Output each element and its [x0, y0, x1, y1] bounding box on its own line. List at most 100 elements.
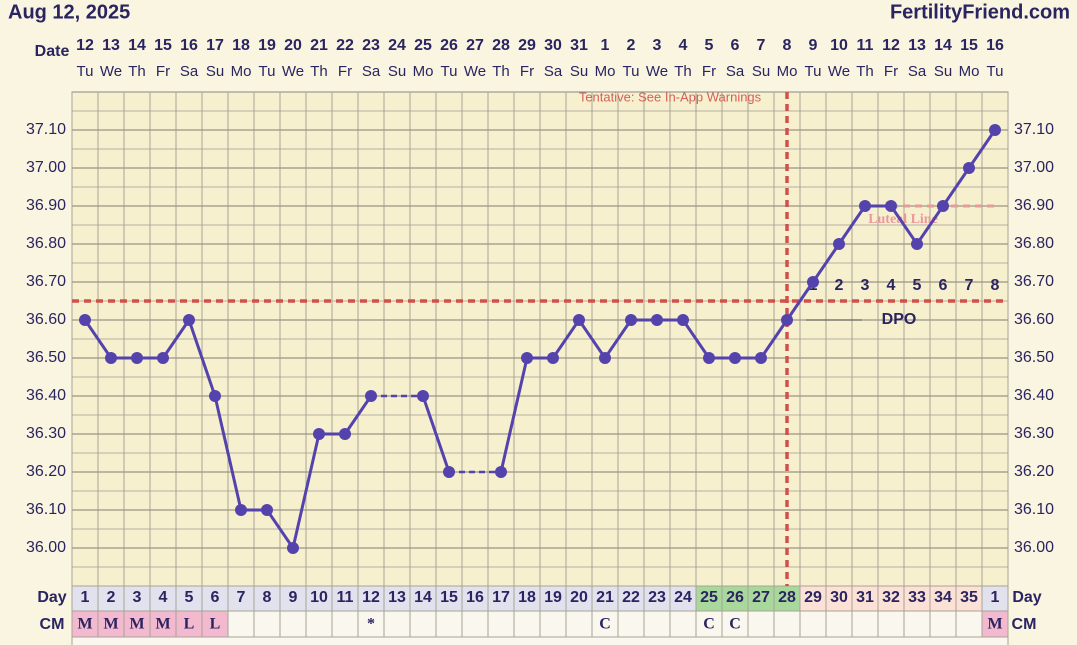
site-name: FertilityFriend.com [890, 1, 1070, 23]
x-tick-label: 2 [627, 37, 636, 54]
weekday-label: We [464, 63, 486, 80]
cycle-day: 1 [81, 589, 90, 606]
y-tick-label: 37.10 [1014, 121, 1054, 138]
cm-cell [799, 610, 827, 638]
day-cell [799, 585, 827, 612]
weekday-label: Mo [595, 63, 616, 80]
y-tick-label: 36.90 [1014, 197, 1054, 214]
temp-point [625, 314, 637, 326]
temp-point [313, 428, 325, 440]
temp-point [79, 314, 91, 326]
x-tick-label: 17 [206, 37, 224, 54]
y-tick-label: 37.10 [26, 121, 66, 138]
temp-point [417, 390, 429, 402]
date-label: Date [35, 43, 70, 60]
cycle-day: 10 [310, 589, 328, 606]
x-tick-label: 15 [960, 37, 978, 54]
cycle-day: 26 [726, 589, 744, 606]
x-tick-label: 28 [492, 37, 510, 54]
cm-cell [773, 610, 801, 638]
day-cell [877, 585, 905, 612]
x-tick-label: 24 [388, 37, 406, 54]
weekday-label: We [828, 63, 850, 80]
dpo-number: 3 [861, 277, 870, 294]
cm-cell [97, 610, 125, 638]
temp-point [729, 352, 741, 364]
x-tick-label: 14 [128, 37, 146, 54]
weekday-label: Fr [520, 63, 534, 80]
y-tick-label: 36.30 [1014, 425, 1054, 442]
temp-point [989, 124, 1001, 136]
x-tick-label: 12 [76, 37, 94, 54]
x-tick-label: 10 [830, 37, 848, 54]
weekday-label: Sa [180, 63, 199, 80]
temp-point [443, 466, 455, 478]
cycle-day: 1 [991, 589, 1000, 606]
day-cell [435, 585, 463, 612]
cm-cell [851, 610, 879, 638]
weekday-label: Mo [413, 63, 434, 80]
x-tick-label: 1 [601, 37, 610, 54]
y-tick-label: 36.10 [1014, 501, 1054, 518]
cm-cell [565, 610, 593, 638]
temp-point [183, 314, 195, 326]
annotation: Tentative: See In-App Warnings [579, 89, 762, 104]
dpo-number: 8 [991, 277, 1000, 294]
dpo-number: 6 [939, 277, 948, 294]
temp-point [937, 200, 949, 212]
cycle-day: 14 [414, 589, 432, 606]
x-tick-label: 18 [232, 37, 250, 54]
x-tick-label: 26 [440, 37, 458, 54]
temp-point [235, 504, 247, 516]
y-tick-label: 36.20 [26, 463, 66, 480]
weekday-label: Th [856, 63, 874, 80]
cm-cell [643, 610, 671, 638]
cm-cell [721, 610, 749, 638]
x-tick-label: 3 [653, 37, 662, 54]
cm-cell [877, 610, 905, 638]
cm-cell [305, 610, 333, 638]
weekday-label: We [282, 63, 304, 80]
day-cell [903, 585, 931, 612]
cm-cell [981, 610, 1009, 638]
weekday-label: Th [674, 63, 692, 80]
temp-point [547, 352, 559, 364]
cm-cell [955, 610, 983, 638]
cm-label: CM [1012, 616, 1037, 633]
day-cell [71, 585, 99, 612]
cm-cell [383, 610, 411, 638]
weekday-label: Th [492, 63, 510, 80]
temp-point [677, 314, 689, 326]
cm-value: C [729, 616, 741, 633]
temp-point [963, 162, 975, 174]
y-tick-label: 36.30 [26, 425, 66, 442]
dpo-number: 7 [965, 277, 974, 294]
x-tick-label: 11 [857, 37, 874, 54]
y-tick-label: 36.50 [26, 349, 66, 366]
temp-point [781, 314, 793, 326]
cycle-day: 35 [960, 589, 978, 606]
y-tick-label: 36.10 [26, 501, 66, 518]
day-cell [851, 585, 879, 612]
dpo-number: 5 [913, 277, 922, 294]
temp-point [105, 352, 117, 364]
weekday-label: Tu [77, 63, 94, 80]
temp-point [651, 314, 663, 326]
weekday-label: Su [206, 63, 224, 80]
weekday-label: Su [388, 63, 406, 80]
y-tick-label: 36.70 [26, 273, 66, 290]
cycle-day: 5 [185, 589, 194, 606]
temp-point [599, 352, 611, 364]
cycle-day: 7 [237, 589, 246, 606]
weekday-label: Tu [805, 63, 822, 80]
temp-point [495, 466, 507, 478]
cycle-day: 29 [804, 589, 822, 606]
cycle-day: 15 [440, 589, 458, 606]
temp-point [911, 238, 923, 250]
cycle-day: 6 [211, 589, 220, 606]
temp-point [885, 200, 897, 212]
y-tick-label: 36.40 [1014, 387, 1054, 404]
cycle-day: 34 [934, 589, 952, 606]
cycle-day: 33 [908, 589, 926, 606]
